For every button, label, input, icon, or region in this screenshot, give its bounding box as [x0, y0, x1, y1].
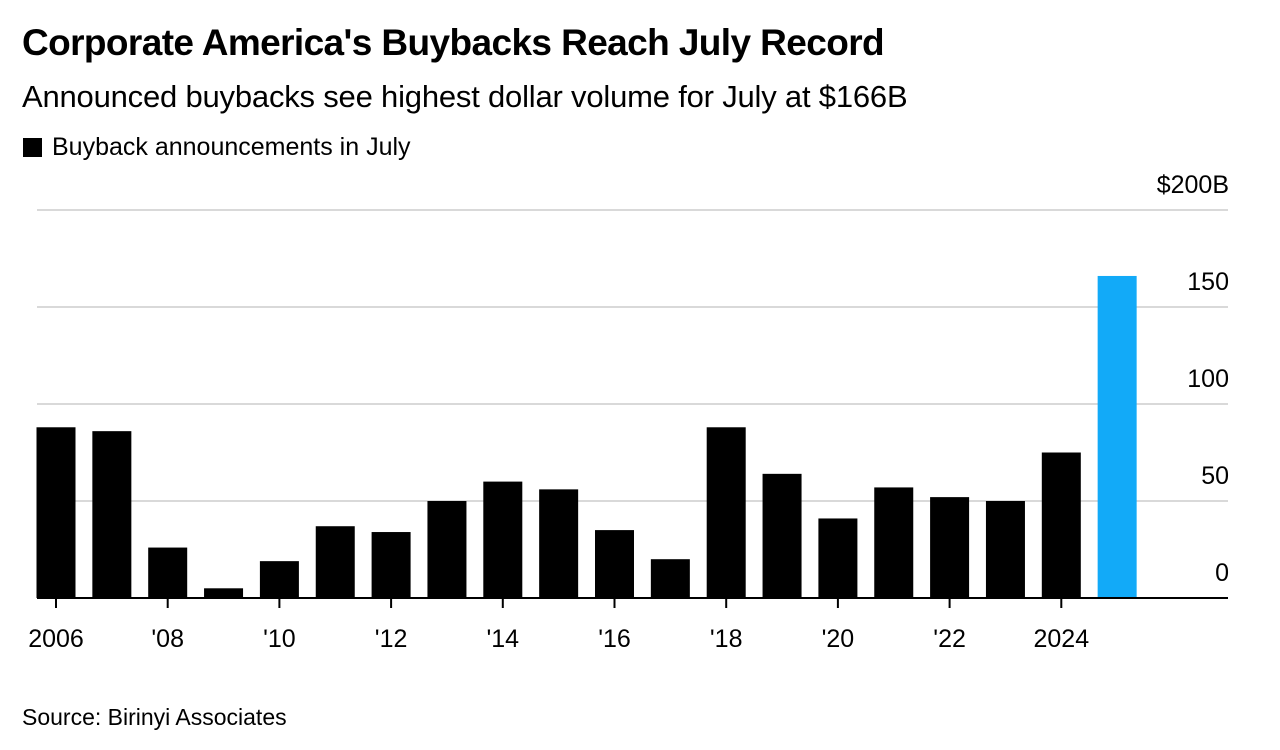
bar-2011: [315, 526, 355, 598]
bar-2025: [1097, 275, 1137, 598]
x-tick-label-2020: '20: [822, 625, 855, 653]
gridlines: [37, 209, 1228, 502]
bar-2012: [371, 532, 411, 598]
bar-2021: [874, 487, 914, 598]
bar-2023: [985, 501, 1025, 598]
x-tick-label-2024: 2024: [1033, 625, 1089, 653]
bar-2009: [204, 588, 244, 598]
bar-2022: [930, 497, 970, 598]
bar-2008: [148, 547, 188, 598]
chart-title: Corporate America's Buybacks Reach July …: [22, 22, 885, 63]
y-tick-label-150: 150: [1187, 268, 1229, 296]
x-tick-label-2012: '12: [375, 625, 408, 653]
bar-2014: [483, 481, 523, 598]
x-tick-label-2018: '18: [710, 625, 743, 653]
y-tick-label-50: 50: [1201, 462, 1229, 490]
bar-2024: [1041, 452, 1081, 598]
legend-label: Buyback announcements in July: [52, 133, 411, 161]
bar-2006: [36, 427, 76, 598]
bar-2013: [427, 501, 467, 598]
y-axis: 0 50 100 150 $200B: [1157, 171, 1229, 587]
x-tick-label-2016: '16: [598, 625, 631, 653]
bar-2010: [259, 561, 299, 598]
x-tick-label-2022: '22: [933, 625, 966, 653]
y-tick-label-0: 0: [1215, 559, 1229, 587]
bar-2007: [92, 431, 132, 598]
x-tick-label-2014: '14: [487, 625, 520, 653]
legend-swatch: [23, 138, 42, 157]
source-note: Source: Birinyi Associates: [22, 704, 287, 730]
y-tick-label-200: $200B: [1157, 171, 1229, 199]
legend: Buyback announcements in July: [23, 133, 411, 162]
chart-subtitle: Announced buybacks see highest dollar vo…: [22, 79, 908, 114]
bar-2020: [818, 518, 858, 598]
bar-2019: [762, 473, 802, 598]
x-axis: 2006 '08 '10 '12 '14 '16 '18 '20 '22 2024: [28, 598, 1089, 653]
x-tick-label-2006: 2006: [28, 625, 84, 653]
bars: [36, 275, 1137, 598]
bar-2017: [650, 559, 690, 598]
bar-2015: [539, 489, 579, 598]
x-tick-label-2008: '08: [151, 625, 184, 653]
x-tick-label-2010: '10: [263, 625, 296, 653]
bar-2016: [595, 530, 634, 598]
y-tick-label-100: 100: [1187, 365, 1229, 393]
bar-2018: [706, 427, 746, 598]
